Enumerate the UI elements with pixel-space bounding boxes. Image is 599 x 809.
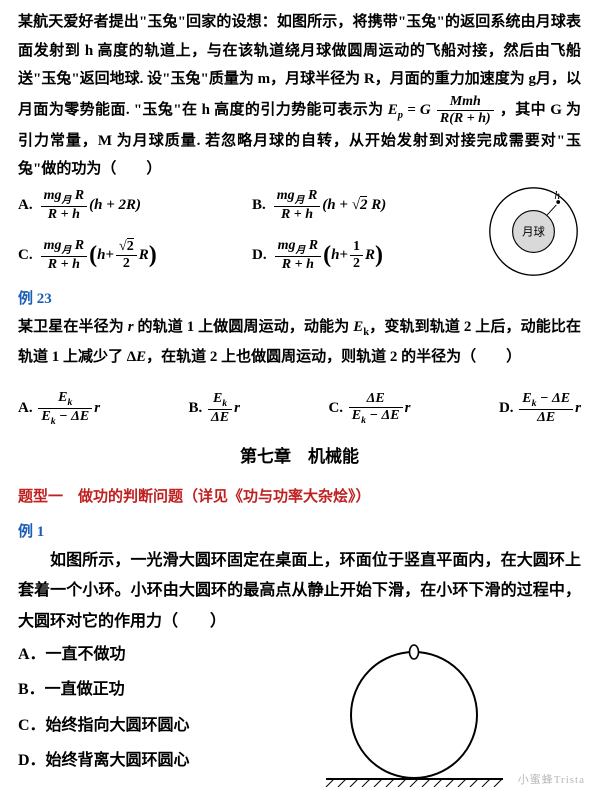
q1-text-1: 某航天爱好者提出"玉兔"回家的设想：如图所示，将携带"玉兔"的返回系统由月球表面…: [18, 14, 581, 118]
q2-b-num: Ek: [208, 391, 232, 410]
q1-option-a: A. mg月 R R + h (h + 2R): [18, 188, 252, 223]
q1-a-label: A.: [18, 191, 33, 220]
q2-options: A. EkEk − ΔE r B. EkΔE r C. ΔEEk − ΔE r …: [18, 390, 581, 427]
q2-a-num: Ek: [38, 390, 92, 409]
q1-a-den: R + h: [41, 207, 88, 223]
watermark: 小蜜蜂Trista: [518, 770, 585, 791]
q1-c-inner-num: 2: [116, 239, 137, 256]
q1-ep-num: Mmh: [437, 94, 494, 111]
q2-d-label: D.: [499, 394, 514, 423]
q1-d-label: D.: [252, 241, 267, 270]
moon-h-label: h: [554, 190, 560, 202]
q1-d-inner-frac: 1 2: [350, 239, 363, 272]
q1-b-tail: (h + 2 R): [322, 191, 386, 220]
q1-d-inner-num: 1: [350, 239, 363, 256]
q3-option-c: C．始终指向大圆环圆心: [18, 708, 248, 743]
moon-orbit-diagram: 月球 h: [486, 184, 581, 279]
q1-b-frac: mg月 R R + h: [274, 188, 321, 223]
q1-a-num: mg月 R: [41, 188, 88, 207]
example-23-label: 例 23: [18, 285, 581, 314]
question-2: 某卫星在半径为 r 的轨道 1 上做圆周运动，动能为 Ek，变轨到轨道 2 上后…: [18, 313, 581, 427]
q2-b-label: B.: [189, 394, 203, 423]
q2-paragraph: 某卫星在半径为 r 的轨道 1 上做圆周运动，动能为 Ek，变轨到轨道 2 上后…: [18, 313, 581, 371]
q1-b-den: R + h: [274, 207, 321, 223]
q3-option-d: D．始终背离大圆环圆心: [18, 743, 248, 778]
q1-option-c: C. mg月 R R + h (h + 2 2 R): [18, 233, 252, 279]
q1-a-tail: (h + 2R): [89, 191, 141, 220]
q1-c-label: C.: [18, 241, 33, 270]
q1-d-frac: mg月 R R + h: [275, 238, 322, 273]
moon-body-label: 月球: [522, 224, 545, 238]
q2-a-label: A.: [18, 394, 33, 423]
q1-option-b: B. mg月 R R + h (h + 2 R): [252, 188, 486, 223]
q2-b-r: r: [234, 394, 240, 423]
example-1-label: 例 1: [18, 518, 581, 547]
q2-d-den: ΔE: [519, 410, 573, 426]
q1-option-d: D. mg月 R R + h (h + 1 2 R): [252, 233, 486, 279]
q1-b-num: mg月 R: [274, 188, 321, 207]
q1-c-den: R + h: [41, 257, 88, 273]
q1-ep-left: Ep = G: [388, 102, 435, 118]
q1-c-frac: mg月 R R + h: [41, 238, 88, 273]
q1-options-row1: A. mg月 R R + h (h + 2R) B. mg月 R R + h (…: [18, 188, 486, 223]
q1-c-inner-frac: 2 2: [116, 239, 137, 272]
q3-option-a: A．一直不做功: [18, 637, 248, 672]
q1-ep-frac: Mmh R(R + h): [437, 94, 494, 127]
topic-type: 题型一 做功的判断问题（详见《功与功率大杂烩》）: [18, 483, 581, 512]
q1-b-label: B.: [252, 191, 266, 220]
q2-d-r: r: [575, 394, 581, 423]
q1-options-row2: C. mg月 R R + h (h + 2 2 R) D. mg月 R: [18, 233, 486, 279]
q2-option-d: D. Ek − ΔEΔE r: [499, 390, 581, 427]
chapter-title: 第七章 机械能: [18, 441, 581, 473]
q1-d-inner-den: 2: [350, 256, 363, 272]
question-1: 某航天爱好者提出"玉兔"回家的设想：如图所示，将携带"玉兔"的返回系统由月球表面…: [18, 8, 581, 279]
q3-options: A．一直不做功 B．一直做正功 C．始终指向大圆环圆心 D．始终背离大圆环圆心: [18, 637, 248, 787]
q1-a-frac: mg月 R R + h: [41, 188, 88, 223]
q1-c-num: mg月 R: [41, 238, 88, 257]
q2-a-den: Ek − ΔE: [38, 409, 92, 427]
q1-d-den: R + h: [275, 257, 322, 273]
q3-paragraph: 如图所示，一光滑大圆环固定在桌面上，环面位于竖直平面内，在大圆环上套着一个小环。…: [18, 546, 581, 637]
q2-option-b: B. EkΔE r: [189, 390, 240, 427]
q2-c-label: C.: [328, 394, 343, 423]
q1-c-inner-den: 2: [116, 256, 137, 272]
q3-option-b: B．一直做正功: [18, 672, 248, 707]
question-3: 如图所示，一光滑大圆环固定在桌面上，环面位于竖直平面内，在大圆环上套着一个小环。…: [18, 546, 581, 787]
q2-d-num: Ek − ΔE: [519, 391, 573, 410]
ring-diagram: [322, 637, 507, 787]
q2-option-a: A. EkEk − ΔE r: [18, 390, 100, 427]
q1-paragraph: 某航天爱好者提出"玉兔"回家的设想：如图所示，将携带"玉兔"的返回系统由月球表面…: [18, 8, 581, 184]
q1-d-num: mg月 R: [275, 238, 322, 257]
q2-c-num: ΔE: [349, 391, 403, 408]
q2-a-r: r: [94, 394, 100, 423]
q2-option-c: C. ΔEEk − ΔE r: [328, 390, 410, 427]
q1-ep-den: R(R + h): [437, 111, 494, 127]
q2-c-r: r: [405, 394, 411, 423]
q2-c-den: Ek − ΔE: [349, 408, 403, 426]
q2-b-den: ΔE: [208, 410, 232, 426]
